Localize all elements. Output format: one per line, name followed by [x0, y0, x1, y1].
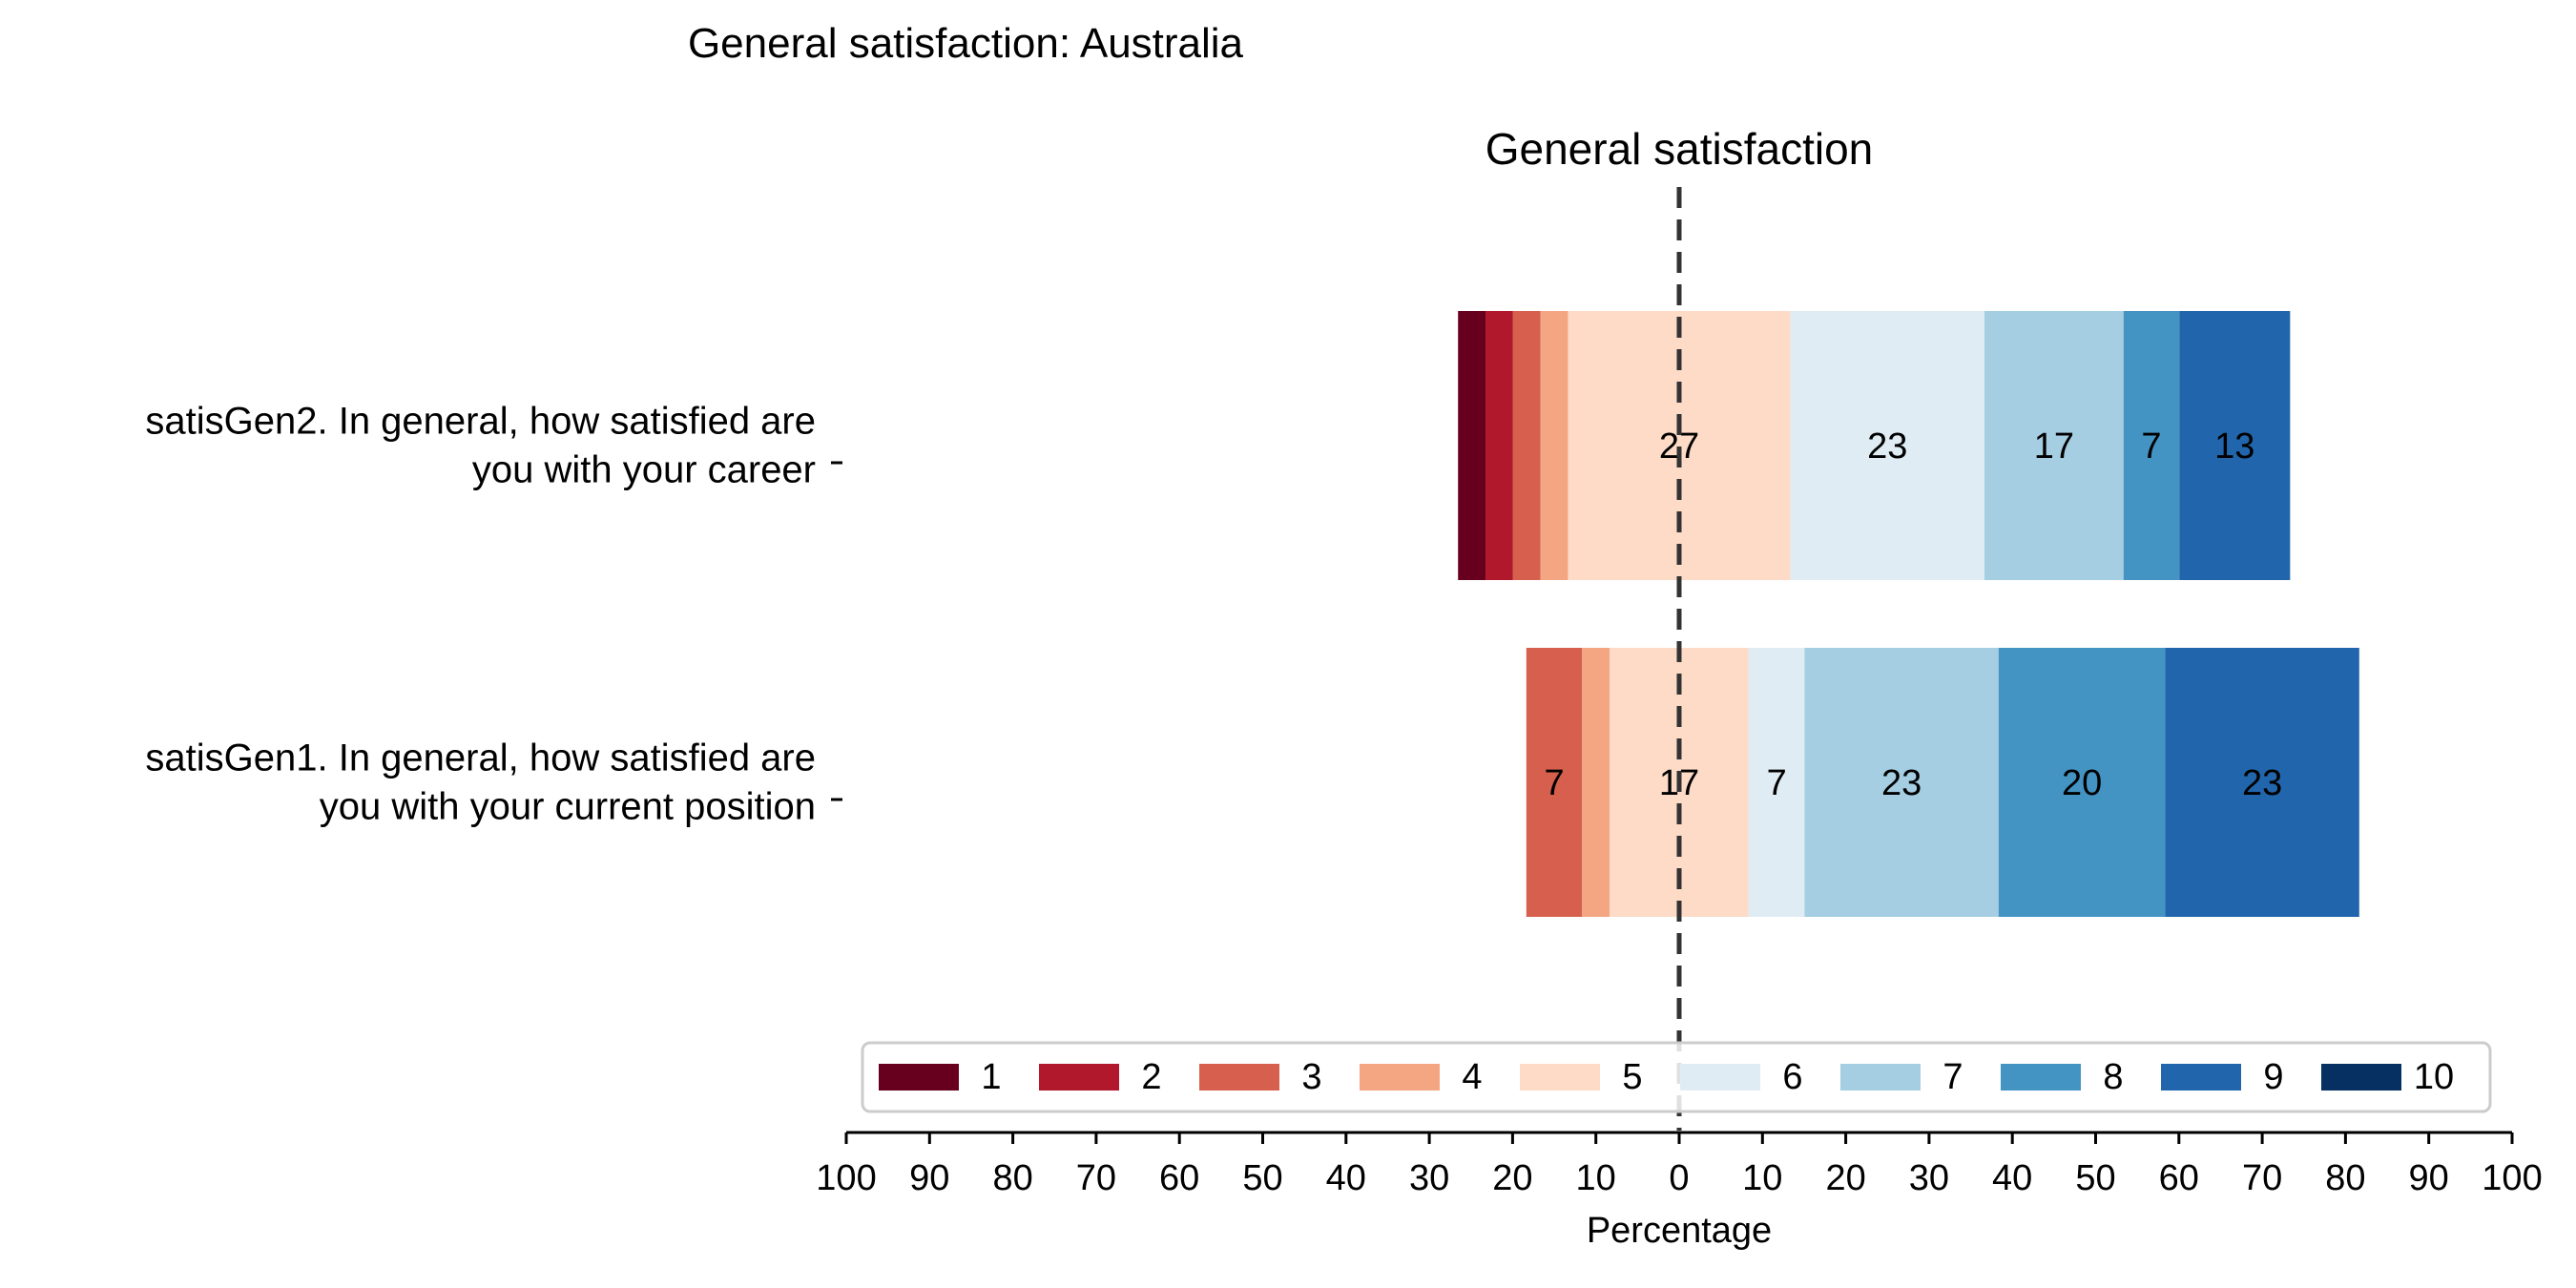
- bar-data-label: 13: [2214, 426, 2254, 467]
- legend-swatch: [2161, 1064, 2241, 1091]
- bar-data-label: 7: [1767, 763, 1787, 803]
- x-tick-label: 20: [1492, 1158, 1532, 1198]
- legend-label: 8: [2103, 1057, 2123, 1097]
- x-tick-label: 40: [1326, 1158, 1366, 1198]
- category-label: you with your current position: [320, 786, 816, 828]
- x-tick-label: 60: [2159, 1158, 2199, 1198]
- bar-segment: [1748, 648, 1805, 917]
- bar-segment: [1804, 648, 1999, 917]
- x-tick-label: 70: [2242, 1158, 2282, 1198]
- x-tick-label: 60: [1159, 1158, 1199, 1198]
- bar-labels: 27 23 17 7 137 17 7 23 20 23: [1544, 426, 2282, 803]
- bar-segment: [1790, 311, 1984, 580]
- legend-label: 1: [981, 1057, 1001, 1097]
- bar-data-label: 20: [2062, 763, 2102, 803]
- legend-swatch: [1199, 1064, 1279, 1091]
- legend-label: 10: [2414, 1057, 2454, 1097]
- bar-segment: [1485, 311, 1513, 580]
- bar-data-label: 23: [2242, 763, 2282, 803]
- legend-label: 5: [1622, 1057, 1642, 1097]
- x-tick-label: 90: [2409, 1158, 2449, 1198]
- legend-swatch: [1840, 1064, 1921, 1091]
- legend-swatch: [879, 1064, 959, 1091]
- bar-segment: [1458, 311, 1486, 580]
- legend: 1 2 3 4 5 6 7 8 9 10: [861, 1041, 2492, 1113]
- legend-label: 4: [1462, 1057, 1482, 1097]
- x-tick-label: 40: [1992, 1158, 2032, 1198]
- bar-data-label: 17: [2034, 426, 2074, 467]
- x-tick-label: 100: [816, 1158, 876, 1198]
- x-axis-label: Percentage: [1587, 1211, 1772, 1251]
- bar-segment: [1540, 311, 1568, 580]
- legend-label: 6: [1782, 1057, 1802, 1097]
- bar-segment: [1582, 648, 1610, 917]
- bar-data-label: 7: [2141, 426, 2161, 467]
- legend-swatch: [1360, 1064, 1440, 1091]
- chart-title: General satisfaction: Australia: [688, 20, 1244, 67]
- bars: [1458, 311, 2359, 917]
- x-tick-label: 50: [2075, 1158, 2115, 1198]
- bar-segment: [1526, 648, 1583, 917]
- bar-data-label: 23: [1867, 426, 1907, 467]
- x-tick-label: 80: [2325, 1158, 2365, 1198]
- x-tick-label: 20: [1825, 1158, 1865, 1198]
- x-tick-label: 0: [1669, 1158, 1689, 1198]
- bar-segment: [1998, 648, 2166, 917]
- x-tick-label: 30: [1409, 1158, 1449, 1198]
- x-tick-label: 10: [1576, 1158, 1616, 1198]
- x-tick-label: 50: [1242, 1158, 1282, 1198]
- bar-data-label: 23: [1881, 763, 1922, 803]
- chart-subtitle: General satisfaction: [1485, 124, 1874, 174]
- x-tick-label: 100: [2482, 1158, 2542, 1198]
- legend-label: 9: [2263, 1057, 2283, 1097]
- category-label: satisGen2. In general, how satisfied are: [145, 401, 816, 443]
- legend-label: 2: [1141, 1057, 1161, 1097]
- x-tick-label: 80: [992, 1158, 1032, 1198]
- bar-data-label: 7: [1544, 763, 1564, 803]
- x-axis: 100 90 80 70 60 50 40 30 20 10 0 10 20 30 40 50 60 70 80 90…: [816, 1131, 2543, 1198]
- x-tick-label: 10: [1742, 1158, 1782, 1198]
- bar-segment: [1512, 311, 1541, 580]
- category-label: you with your career: [472, 449, 816, 491]
- legend-swatch: [1520, 1064, 1600, 1091]
- legend-swatch: [1039, 1064, 1119, 1091]
- x-tick-label: 90: [909, 1158, 949, 1198]
- legend-swatch: [2321, 1064, 2401, 1091]
- legend-swatch: [1680, 1064, 1760, 1091]
- legend-label: 3: [1301, 1057, 1321, 1097]
- legend-swatch: [2001, 1064, 2081, 1091]
- bar-segment: [2165, 648, 2359, 917]
- legend-label: 7: [1942, 1057, 1963, 1097]
- bar-segment: [2123, 311, 2180, 580]
- bar-segment: [2179, 311, 2291, 580]
- category-label: satisGen1. In general, how satisfied are: [145, 737, 816, 779]
- legend-frame: [861, 1041, 2492, 1113]
- x-tick-label: 70: [1076, 1158, 1116, 1198]
- bar-segment: [1984, 311, 2124, 580]
- x-tick-label: 30: [1909, 1158, 1949, 1198]
- category-labels: satisGen2. In general, how satisfied are…: [145, 401, 842, 828]
